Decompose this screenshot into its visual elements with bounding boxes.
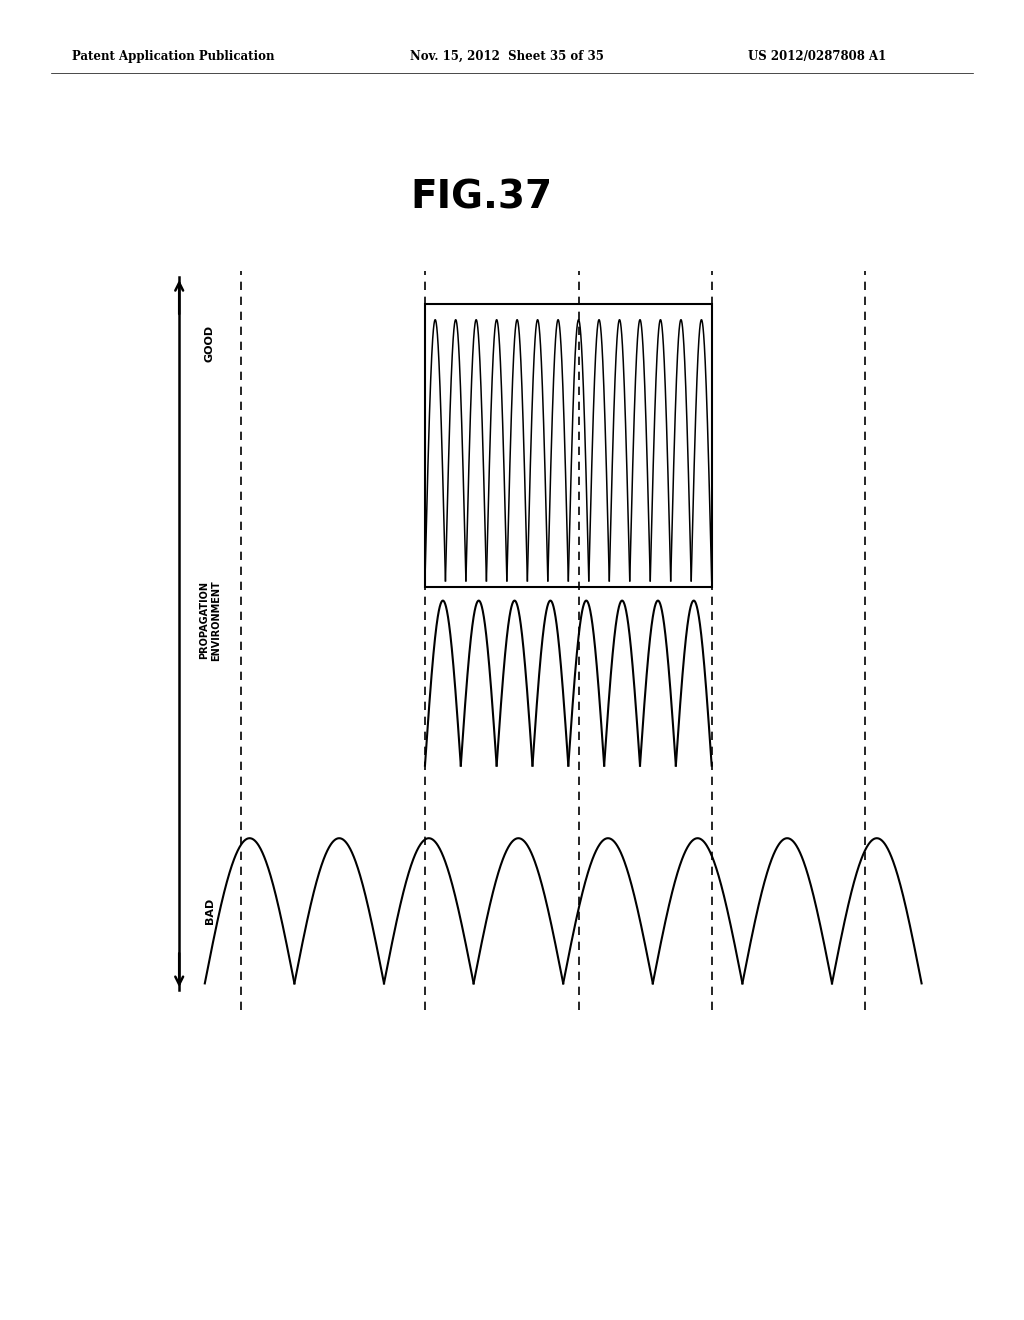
Text: Patent Application Publication: Patent Application Publication [72, 50, 274, 63]
Bar [425, 304, 712, 587]
Text: BAD: BAD [205, 898, 215, 924]
Text: US 2012/0287808 A1: US 2012/0287808 A1 [748, 50, 886, 63]
Text: GOOD: GOOD [205, 325, 215, 362]
Text: PROPAGATION
ENVIRONMENT: PROPAGATION ENVIRONMENT [199, 579, 221, 661]
Text: FIG.37: FIG.37 [411, 178, 552, 216]
Text: Nov. 15, 2012  Sheet 35 of 35: Nov. 15, 2012 Sheet 35 of 35 [410, 50, 603, 63]
